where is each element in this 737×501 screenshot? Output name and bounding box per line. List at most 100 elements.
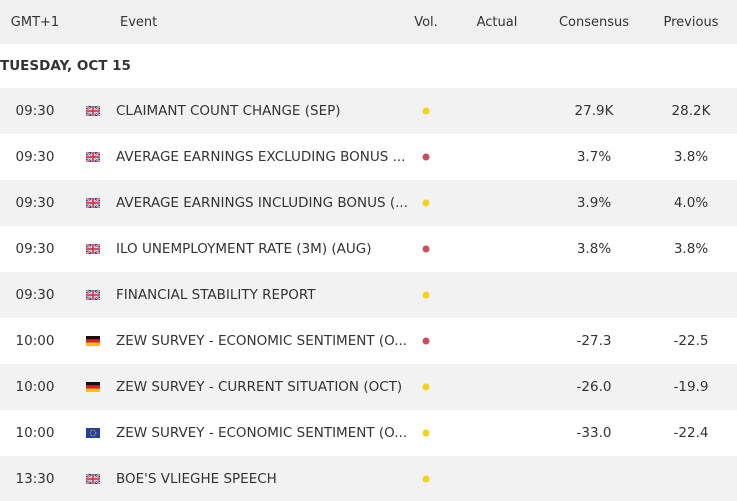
flag-stripe	[86, 388, 100, 392]
flag-cell	[86, 318, 100, 364]
flag-cross	[86, 248, 100, 250]
event-name: AVERAGE EARNINGS EXCLUDING BONUS ...	[116, 149, 406, 165]
event-row: 09:30 ILO UNEMPLOYMENT RATE (3M) (AUG) 3.8…	[0, 226, 737, 272]
flag-stripe	[86, 342, 100, 346]
event-row: 09:30 FINANCIAL STABILITY REPORT	[0, 272, 737, 318]
flag	[86, 244, 100, 254]
flag-cell	[86, 410, 100, 456]
vol-cell	[396, 180, 456, 226]
previous: -22.4	[673, 425, 709, 441]
event-row: 10:00 ZEW SURVEY - ECONOMIC SENTIMENT (O.…	[0, 410, 737, 456]
event-name: ILO UNEMPLOYMENT RATE (3M) (AUG)	[116, 241, 372, 257]
event-row: 09:30 CLAIMANT COUNT CHANGE (SEP) 27.9K 28.…	[0, 88, 737, 134]
consensus: -33.0	[576, 425, 612, 441]
vol-dot	[422, 475, 430, 483]
previous: -19.9	[673, 379, 709, 395]
column-header: Vol.	[414, 14, 438, 30]
vol-dot	[422, 107, 430, 115]
time: 10:00	[15, 379, 55, 395]
previous: 28.2K	[671, 103, 711, 119]
flag-cell	[86, 134, 100, 180]
event-name: AVERAGE EARNINGS INCLUDING BONUS (...	[116, 195, 408, 211]
event-name: ZEW SURVEY - ECONOMIC SENTIMENT (O...	[116, 333, 408, 349]
vol-dot-svg	[422, 245, 430, 253]
vol-dot-svg	[422, 337, 430, 345]
flag-cross	[86, 156, 100, 158]
vol-cell	[396, 134, 456, 180]
event-row: 09:30 AVERAGE EARNINGS EXCLUDING BONUS ..…	[0, 134, 737, 180]
time: 09:30	[15, 195, 55, 211]
flag	[86, 428, 100, 438]
time: 09:30	[15, 287, 55, 303]
flag-cross	[86, 478, 100, 480]
flag-cell	[86, 226, 100, 272]
consensus: -27.3	[576, 333, 612, 349]
flag-cell	[86, 272, 100, 318]
flag-cell	[86, 456, 100, 501]
vol-cell	[396, 88, 456, 134]
event-row: 13:30 BOE'S VLIEGHE SPEECH	[0, 456, 737, 501]
flag-stripe	[86, 339, 100, 343]
flag-cross	[86, 202, 100, 204]
flag-stripe	[86, 336, 100, 340]
event-name: ZEW SURVEY - CURRENT SITUATION (OCT)	[116, 379, 403, 395]
flag-bg	[86, 428, 100, 438]
previous: 3.8%	[673, 149, 709, 165]
flag	[86, 152, 100, 162]
event-name: FINANCIAL STABILITY REPORT	[116, 287, 316, 303]
column-header: Consensus	[558, 14, 630, 30]
event-row: 10:00 ZEW SURVEY - ECONOMIC SENTIMENT (O.…	[0, 318, 737, 364]
vol-cell	[396, 272, 456, 318]
flag-stripe	[86, 382, 100, 386]
time: 13:30	[15, 471, 55, 487]
flag	[86, 290, 100, 300]
event-name: CLAIMANT COUNT CHANGE (SEP)	[116, 103, 341, 119]
column-header: Previous	[663, 14, 719, 30]
vol-dot-svg	[422, 153, 430, 161]
time: 10:00	[15, 333, 55, 349]
date-row: TUESDAY, OCT 15	[0, 44, 737, 88]
flag	[86, 198, 100, 208]
event-row: 10:00 ZEW SURVEY - CURRENT SITUATION (OCT…	[0, 364, 737, 410]
vol-dot-svg	[422, 383, 430, 391]
flag	[86, 382, 100, 392]
flag-cell	[86, 364, 100, 410]
event-name: BOE'S VLIEGHE SPEECH	[116, 471, 277, 487]
vol-dot-svg	[422, 475, 430, 483]
header-row: GMT+1 Event Vol. Actual Consensus Previo…	[0, 0, 737, 44]
previous: 3.8%	[673, 241, 709, 257]
consensus: 3.9%	[576, 195, 612, 211]
consensus: 3.7%	[576, 149, 612, 165]
consensus: -26.0	[576, 379, 612, 395]
vol-dot	[422, 429, 430, 437]
vol-cell	[396, 318, 456, 364]
time: 10:00	[15, 425, 55, 441]
vol-dot-svg	[422, 429, 430, 437]
column-header: Actual	[476, 14, 518, 30]
consensus: 27.9K	[574, 103, 614, 119]
vol-dot-svg	[422, 107, 430, 115]
vol-cell	[396, 364, 456, 410]
flag-cross	[86, 110, 100, 112]
time: 09:30	[15, 149, 55, 165]
vol-dot	[422, 245, 430, 253]
previous: 4.0%	[673, 195, 709, 211]
vol-dot	[422, 291, 430, 299]
event-name: ZEW SURVEY - ECONOMIC SENTIMENT (O...	[116, 425, 408, 441]
flag-cross	[86, 294, 100, 296]
flag-cell	[86, 88, 100, 134]
vol-cell	[396, 226, 456, 272]
column-header: Event	[120, 14, 158, 30]
flag	[86, 474, 100, 484]
vol-dot	[422, 199, 430, 207]
vol-dot	[422, 153, 430, 161]
vol-dot-svg	[422, 291, 430, 299]
column-header: GMT+1	[10, 14, 60, 30]
time: 09:30	[15, 241, 55, 257]
date: TUESDAY, OCT 15	[0, 58, 131, 74]
vol-dot-svg	[422, 199, 430, 207]
flag-stripe	[86, 385, 100, 389]
previous: -22.5	[673, 333, 709, 349]
vol-cell	[396, 410, 456, 456]
